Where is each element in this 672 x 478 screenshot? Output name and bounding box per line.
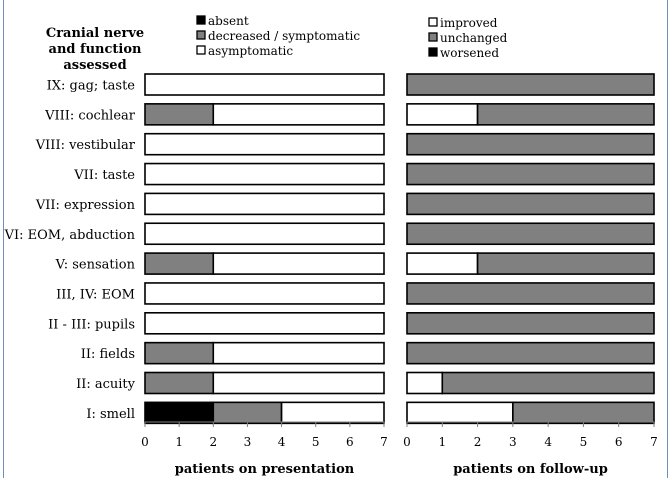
category-label-0: IX: gag; taste	[47, 79, 136, 94]
x-tick-label-4: 4	[544, 435, 552, 449]
x-axis-title: patients on follow-up	[453, 462, 608, 477]
bar-segment-decreased-symptomatic-row-10	[144, 371, 215, 395]
bar-segment-improved-row-6	[406, 252, 479, 275]
x-tick-label-1: 1	[175, 435, 183, 449]
bar-segment-asymptomatic-row-1	[212, 103, 385, 126]
category-label-3: VII: taste	[73, 168, 135, 183]
bar-segment-unchanged-row-7	[406, 282, 655, 305]
x-tick-label-7: 7	[650, 435, 658, 449]
x-tick-label-0: 0	[141, 435, 149, 449]
bar-segment-asymptomatic-row-10	[212, 371, 385, 395]
x-tick-label-3: 3	[244, 435, 252, 449]
legend-label-0: absent	[208, 14, 249, 28]
legend-label-1: decreased / symptomatic	[208, 29, 360, 43]
legend-label-2: asymptomatic	[208, 44, 293, 58]
bar-segment-asymptomatic-row-4	[144, 192, 385, 216]
legend-swatch-2	[196, 45, 206, 55]
x-tick-label-3: 3	[509, 435, 517, 449]
bar-segment-asymptomatic-row-11	[280, 401, 385, 425]
bar-segment-improved-row-1	[406, 103, 479, 126]
category-label-6: V: sensation	[55, 258, 136, 273]
legend-swatch-1	[428, 32, 438, 42]
bar-segment-improved-row-10	[406, 371, 444, 395]
x-axis-title: patients on presentation	[175, 462, 355, 477]
chart-panel-1: 0 1 2 3 4 5 6 7 patients on follow-up improvedunc…	[403, 16, 658, 477]
category-label-4: VII: expression	[35, 198, 136, 213]
bar-segment-unchanged-row-11	[512, 401, 655, 425]
header-line-3: assessed	[63, 58, 126, 73]
x-tick-label-6: 6	[346, 435, 354, 449]
left-border	[3, 0, 4, 478]
x-tick-label-1: 1	[438, 435, 446, 449]
right-border	[667, 0, 668, 478]
bar-segment-unchanged-row-10	[441, 371, 655, 395]
bar-segment-decreased-symptomatic-row-11	[212, 401, 283, 425]
category-label-1: VIII: cochlear	[44, 108, 136, 123]
bar-segment-asymptomatic-row-5	[144, 222, 385, 246]
legend-label-2: worsened	[440, 46, 499, 60]
bar-segment-asymptomatic-row-2	[144, 132, 385, 156]
bar-segment-unchanged-row-4	[406, 192, 655, 216]
x-tick-label-5: 5	[312, 435, 320, 449]
bar-segment-unchanged-row-2	[406, 132, 655, 156]
bar-segment-unchanged-row-6	[476, 252, 655, 275]
bar-segment-unchanged-row-3	[406, 162, 655, 186]
legend-label-1: unchanged	[440, 31, 508, 45]
bar-segment-decreased-symptomatic-row-9	[144, 341, 215, 365]
x-tick-label-0: 0	[403, 435, 411, 449]
bar-segment-asymptomatic-row-9	[212, 341, 385, 365]
category-label-8: II - III: pupils	[48, 317, 135, 332]
legend-swatch-0	[428, 17, 438, 27]
bar-segment-asymptomatic-row-6	[212, 252, 385, 275]
legend-swatch-1	[196, 30, 206, 40]
x-tick-label-6: 6	[615, 435, 623, 449]
x-tick-label-2: 2	[209, 435, 217, 449]
bar-segment-asymptomatic-row-0	[144, 73, 385, 96]
x-tick-label-4: 4	[278, 435, 286, 449]
category-label-10: II: acuity	[76, 377, 136, 392]
legend-swatch-0	[196, 15, 206, 25]
category-label-5: VI: EOM, abduction	[4, 228, 136, 243]
x-tick-label-2: 2	[474, 435, 482, 449]
bar-segment-unchanged-row-1	[476, 103, 655, 126]
category-label-7: III, IV: EOM	[56, 287, 135, 302]
bar-segment-decreased-symptomatic-row-1	[144, 103, 215, 126]
legend-swatch-2	[428, 47, 438, 57]
chart-panel-0: IX: gag; taste VIII: cochlear VIII: vestib…	[4, 14, 388, 477]
legend-label-0: improved	[440, 16, 498, 30]
x-tick-label-7: 7	[380, 435, 388, 449]
category-label-11: I: smell	[86, 407, 135, 422]
bar-segment-improved-row-11	[406, 401, 514, 425]
category-label-2: VIII: vestibular	[35, 138, 136, 153]
bar-segment-unchanged-row-5	[406, 222, 655, 246]
bar-segment-absent-row-11	[144, 401, 215, 425]
bar-segment-unchanged-row-8	[406, 311, 655, 335]
category-label-9: II: fields	[81, 347, 135, 362]
bar-segment-asymptomatic-row-8	[144, 311, 385, 335]
header-line-1: Cranial nerve	[46, 26, 144, 41]
bar-segment-unchanged-row-9	[406, 341, 655, 365]
x-tick-label-5: 5	[580, 435, 588, 449]
bar-segment-asymptomatic-row-7	[144, 282, 385, 305]
chart-panels: IX: gag; taste VIII: cochlear VIII: vestib…	[4, 14, 658, 477]
bar-segment-unchanged-row-0	[406, 73, 655, 96]
bar-segment-decreased-symptomatic-row-6	[144, 252, 215, 275]
header-line-2: and function	[49, 42, 143, 57]
bar-segment-asymptomatic-row-3	[144, 162, 385, 186]
